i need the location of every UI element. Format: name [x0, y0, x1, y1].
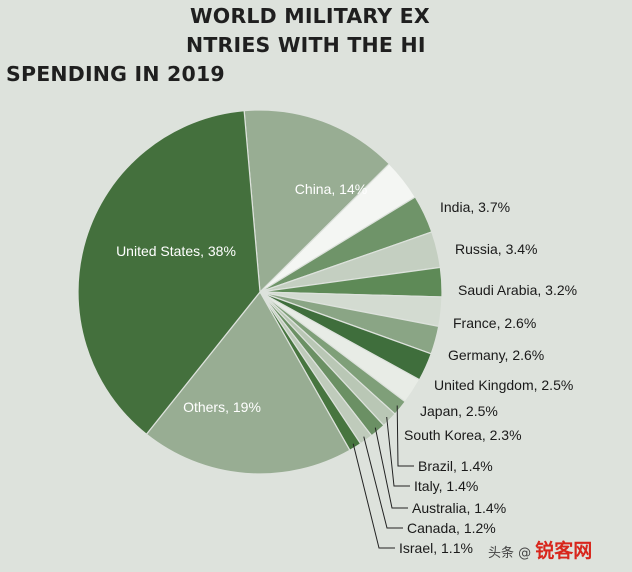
label-germany: Germany, 2.6%	[448, 347, 544, 363]
label-russia: Russia, 3.4%	[455, 241, 537, 257]
leader-lines	[352, 405, 414, 549]
label-france: France, 2.6%	[453, 315, 536, 331]
title-line-2: NTRIES WITH THE HI	[186, 33, 426, 57]
leader-canada	[363, 436, 403, 529]
label-south-korea: South Korea, 2.3%	[404, 427, 522, 443]
slice-labels: China, 14% India, 3.7% Russia, 3.4% Saudi A…	[116, 181, 577, 556]
leader-australia	[374, 427, 408, 509]
label-japan: Japan, 2.5%	[420, 403, 498, 419]
leader-italy	[386, 416, 410, 487]
leader-brazil	[396, 405, 414, 467]
label-australia: Australia, 1.4%	[412, 500, 506, 516]
label-brazil: Brazil, 1.4%	[418, 458, 493, 474]
label-others: Others, 19%	[183, 399, 261, 415]
leader-israel	[352, 443, 395, 549]
watermark-site: 锐客网	[535, 540, 593, 562]
label-saudi-arabia: Saudi Arabia, 3.2%	[458, 282, 577, 298]
label-united-states: United States, 38%	[116, 243, 236, 259]
title-line-1: WORLD MILITARY EX	[190, 4, 430, 28]
label-italy: Italy, 1.4%	[414, 478, 478, 494]
pie-slices	[77, 109, 443, 475]
chart-title: WORLD MILITARY EX NTRIES WITH THE HI SPE…	[6, 2, 626, 89]
slice-others	[145, 290, 351, 475]
slice-china	[243, 109, 391, 294]
label-united-kingdom: United Kingdom, 2.5%	[434, 377, 573, 393]
label-israel: Israel, 1.1%	[399, 540, 473, 556]
slice-united-states	[77, 110, 261, 436]
label-canada: Canada, 1.2%	[407, 520, 496, 536]
label-india: India, 3.7%	[440, 199, 510, 215]
title-line-3: SPENDING IN 2019	[6, 62, 225, 86]
watermark: 头条 @ 锐客网	[488, 536, 592, 563]
label-china: China, 14%	[295, 181, 367, 197]
watermark-prefix: 头条 @	[488, 546, 532, 561]
